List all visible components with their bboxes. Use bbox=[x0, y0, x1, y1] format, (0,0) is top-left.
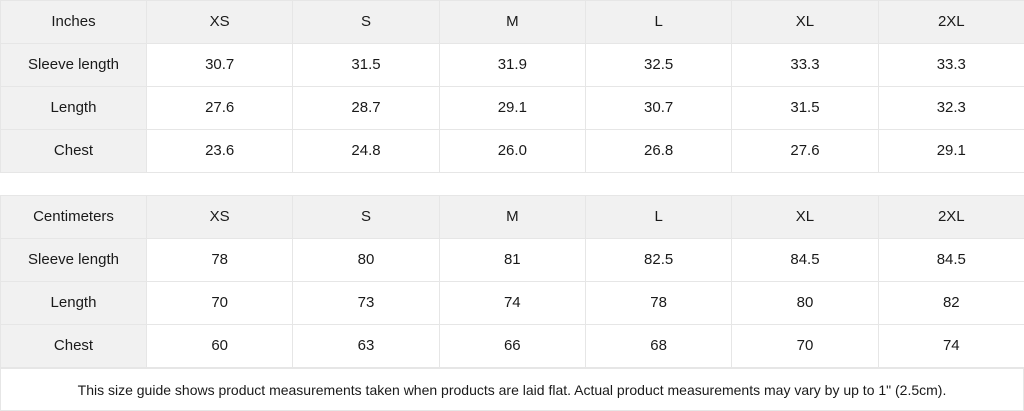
size-header-m: M bbox=[438, 0, 586, 44]
table-spacer bbox=[0, 173, 1024, 195]
cell-cm-sleeve-length-xs: 78 bbox=[145, 238, 294, 282]
cell-inches-chest-s: 24.8 bbox=[292, 129, 440, 173]
cell-cm-length-s: 73 bbox=[292, 281, 440, 325]
cell-inches-sleeve-length-m: 31.9 bbox=[438, 43, 586, 87]
cell-inches-length-2xl: 32.3 bbox=[877, 86, 1024, 130]
cell-cm-chest-s: 63 bbox=[292, 324, 440, 368]
unit-header-centimeters: Centimeters bbox=[0, 195, 147, 239]
unit-header-inches: Inches bbox=[0, 0, 147, 44]
cell-cm-sleeve-length-m: 81 bbox=[438, 238, 586, 282]
cell-inches-chest-m: 26.0 bbox=[438, 129, 586, 173]
size-guide-footnote-table: This size guide shows product measuremen… bbox=[0, 368, 1024, 411]
size-header-l: L bbox=[584, 195, 733, 239]
cell-inches-length-l: 30.7 bbox=[584, 86, 733, 130]
cell-inches-chest-xs: 23.6 bbox=[145, 129, 294, 173]
cell-cm-chest-2xl: 74 bbox=[877, 324, 1024, 368]
size-table-centimeters-header: Centimeters XS S M L XL 2XL bbox=[0, 195, 1024, 239]
size-header-m: M bbox=[438, 195, 586, 239]
size-table-inches: Inches XS S M L XL 2XL Sleeve length 30.… bbox=[0, 0, 1024, 173]
cell-inches-length-m: 29.1 bbox=[438, 86, 586, 130]
size-header-s: S bbox=[292, 195, 440, 239]
size-header-l: L bbox=[584, 0, 733, 44]
cell-cm-sleeve-length-s: 80 bbox=[292, 238, 440, 282]
size-header-xs: XS bbox=[145, 195, 294, 239]
row-label-length: Length bbox=[0, 86, 147, 130]
row-label-sleeve-length: Sleeve length bbox=[0, 238, 147, 282]
footnote-row: This size guide shows product measuremen… bbox=[0, 368, 1024, 411]
cell-inches-length-s: 28.7 bbox=[292, 86, 440, 130]
size-header-s: S bbox=[292, 0, 440, 44]
table-row: Sleeve length 78 80 81 82.5 84.5 84.5 bbox=[0, 238, 1024, 282]
size-header-2xl: 2XL bbox=[877, 0, 1024, 44]
cell-inches-chest-2xl: 29.1 bbox=[877, 129, 1024, 173]
cell-inches-sleeve-length-l: 32.5 bbox=[584, 43, 733, 87]
row-label-chest: Chest bbox=[0, 324, 147, 368]
row-label-length: Length bbox=[0, 281, 147, 325]
size-header-xl: XL bbox=[731, 195, 879, 239]
row-label-sleeve-length: Sleeve length bbox=[0, 43, 147, 87]
cell-inches-sleeve-length-2xl: 33.3 bbox=[877, 43, 1024, 87]
cell-cm-length-m: 74 bbox=[438, 281, 586, 325]
cell-inches-length-xs: 27.6 bbox=[145, 86, 294, 130]
table-row: Chest 60 63 66 68 70 74 bbox=[0, 324, 1024, 368]
cell-cm-chest-l: 68 bbox=[584, 324, 733, 368]
cell-inches-sleeve-length-s: 31.5 bbox=[292, 43, 440, 87]
size-header-2xl: 2XL bbox=[877, 195, 1024, 239]
size-header-xs: XS bbox=[145, 0, 294, 44]
table-header-row: Inches XS S M L XL 2XL bbox=[0, 0, 1024, 44]
size-table-inches-header: Inches XS S M L XL 2XL bbox=[0, 0, 1024, 44]
table-row: Length 27.6 28.7 29.1 30.7 31.5 32.3 bbox=[0, 86, 1024, 130]
size-header-xl: XL bbox=[731, 0, 879, 44]
table-row: Sleeve length 30.7 31.5 31.9 32.5 33.3 3… bbox=[0, 43, 1024, 87]
cell-cm-sleeve-length-xl: 84.5 bbox=[731, 238, 879, 282]
row-label-chest: Chest bbox=[0, 129, 147, 173]
cell-inches-sleeve-length-xl: 33.3 bbox=[731, 43, 879, 87]
cell-cm-length-xl: 80 bbox=[731, 281, 879, 325]
cell-cm-length-xs: 70 bbox=[145, 281, 294, 325]
cell-cm-length-l: 78 bbox=[584, 281, 733, 325]
size-table-centimeters: Centimeters XS S M L XL 2XL Sleeve lengt… bbox=[0, 195, 1024, 368]
cell-cm-chest-xs: 60 bbox=[145, 324, 294, 368]
size-table-centimeters-body: Sleeve length 78 80 81 82.5 84.5 84.5 Le… bbox=[0, 238, 1024, 368]
table-row: Chest 23.6 24.8 26.0 26.8 27.6 29.1 bbox=[0, 129, 1024, 173]
cell-inches-chest-xl: 27.6 bbox=[731, 129, 879, 173]
table-header-row: Centimeters XS S M L XL 2XL bbox=[0, 195, 1024, 239]
cell-cm-chest-xl: 70 bbox=[731, 324, 879, 368]
cell-cm-sleeve-length-l: 82.5 bbox=[584, 238, 733, 282]
cell-inches-length-xl: 31.5 bbox=[731, 86, 879, 130]
cell-inches-chest-l: 26.8 bbox=[584, 129, 733, 173]
size-table-inches-body: Sleeve length 30.7 31.5 31.9 32.5 33.3 3… bbox=[0, 43, 1024, 173]
cell-cm-length-2xl: 82 bbox=[877, 281, 1024, 325]
cell-cm-chest-m: 66 bbox=[438, 324, 586, 368]
cell-inches-sleeve-length-xs: 30.7 bbox=[145, 43, 294, 87]
table-row: Length 70 73 74 78 80 82 bbox=[0, 281, 1024, 325]
cell-cm-sleeve-length-2xl: 84.5 bbox=[877, 238, 1024, 282]
size-guide-footnote: This size guide shows product measuremen… bbox=[0, 368, 1024, 411]
